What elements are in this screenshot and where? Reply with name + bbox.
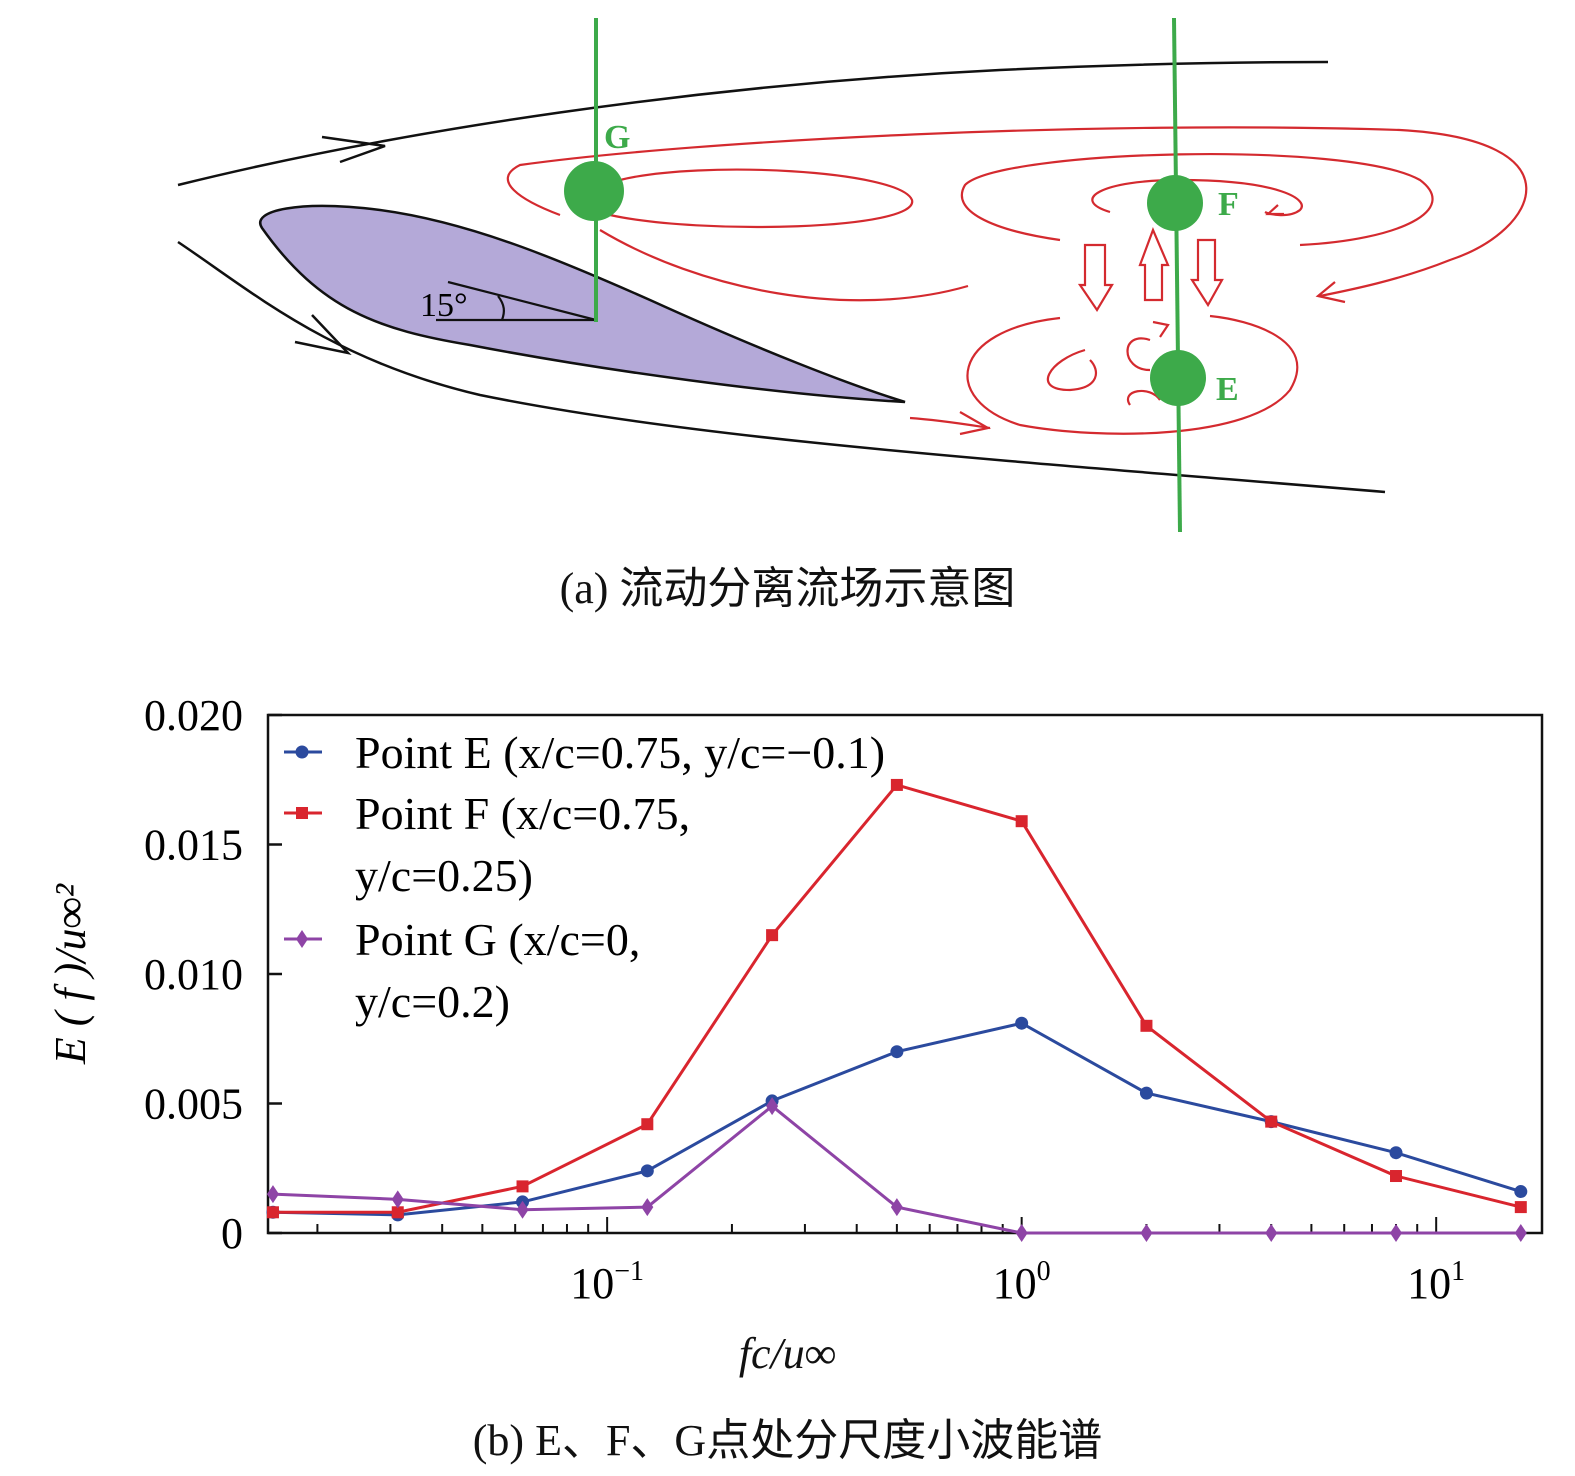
y-axis-label: E ( f )/u∞² bbox=[46, 883, 95, 1065]
label-e: E bbox=[1216, 371, 1239, 408]
legend-label: Point E (x/c=0.75, y/c=−0.1) bbox=[355, 727, 885, 778]
data-point bbox=[391, 1206, 404, 1219]
data-point bbox=[890, 1045, 904, 1059]
data-point bbox=[890, 1198, 903, 1217]
angle-marker bbox=[436, 280, 597, 322]
data-point bbox=[1514, 1201, 1527, 1214]
vortex-lines bbox=[506, 126, 1528, 436]
label-g: G bbox=[604, 119, 630, 156]
data-point bbox=[1265, 1115, 1278, 1128]
angle-label: 15° bbox=[420, 287, 468, 324]
data-point bbox=[766, 929, 779, 942]
y-tick-label: 0.020 bbox=[144, 691, 243, 740]
legend-marker bbox=[296, 930, 308, 948]
data-point bbox=[266, 1205, 280, 1219]
data-point bbox=[1514, 1185, 1528, 1199]
data-point bbox=[1015, 815, 1028, 828]
data-point bbox=[266, 1185, 279, 1204]
data-point bbox=[391, 1190, 404, 1209]
data-point bbox=[765, 1094, 779, 1108]
x-tick-label: 10−1 bbox=[570, 1256, 644, 1308]
data-point bbox=[1265, 1224, 1278, 1242]
label-f: F bbox=[1218, 186, 1239, 223]
legend-marker bbox=[296, 807, 308, 819]
caption-a: (a) 流动分离流场示意图 bbox=[559, 564, 1016, 613]
data-point bbox=[641, 1198, 654, 1217]
data-point bbox=[1514, 1224, 1527, 1242]
data-point bbox=[1389, 1146, 1403, 1160]
y-tick-label: 0.015 bbox=[144, 821, 243, 870]
series-line-1 bbox=[272, 783, 1522, 1214]
data-point bbox=[1015, 1224, 1028, 1242]
data-point bbox=[1140, 1224, 1153, 1242]
data-point bbox=[516, 1180, 529, 1193]
legend-label: y/c=0.25) bbox=[355, 850, 533, 901]
y-tick-label: 0 bbox=[221, 1209, 243, 1258]
airfoil bbox=[259, 204, 906, 404]
x-tick-label: 100 bbox=[993, 1256, 1051, 1308]
y-tick-label: 0.010 bbox=[144, 950, 243, 999]
legend-marker bbox=[295, 745, 309, 759]
x-axis-label: fc/u∞ bbox=[738, 1329, 837, 1378]
series-line-2 bbox=[272, 1104, 1521, 1235]
probe-lines bbox=[594, 17, 1182, 533]
data-point bbox=[391, 1208, 405, 1222]
y-tick-label: 0.005 bbox=[144, 1080, 243, 1129]
probe-point-g bbox=[564, 161, 624, 221]
data-point bbox=[1015, 1016, 1029, 1030]
data-point bbox=[1264, 1115, 1278, 1129]
x-tick-label: 101 bbox=[1407, 1256, 1465, 1308]
data-point bbox=[766, 1097, 779, 1116]
probe-point-e bbox=[1150, 350, 1206, 406]
legend-label: Point G (x/c=0, bbox=[355, 914, 640, 965]
legend-label: y/c=0.2) bbox=[355, 976, 510, 1027]
legend-label: Point F (x/c=0.75, bbox=[355, 788, 690, 839]
data-point bbox=[1139, 1086, 1153, 1100]
data-point bbox=[516, 1195, 530, 1209]
flow-separation-diagram: 15° G F E bbox=[177, 17, 1528, 533]
data-point bbox=[890, 778, 903, 791]
series-line-0 bbox=[272, 1021, 1522, 1217]
caption-b: (b) E、F、G点处分尺度小波能谱 bbox=[472, 1416, 1103, 1465]
data-point bbox=[640, 1164, 654, 1178]
data-point bbox=[516, 1200, 529, 1219]
probe-point-f bbox=[1147, 175, 1203, 231]
data-point bbox=[1390, 1170, 1403, 1183]
streamlines bbox=[177, 60, 1386, 494]
plot-frame bbox=[266, 713, 1544, 1235]
data-point bbox=[266, 1206, 279, 1219]
data-point bbox=[1140, 1019, 1153, 1032]
data-point bbox=[1390, 1224, 1403, 1242]
data-point bbox=[641, 1118, 654, 1131]
